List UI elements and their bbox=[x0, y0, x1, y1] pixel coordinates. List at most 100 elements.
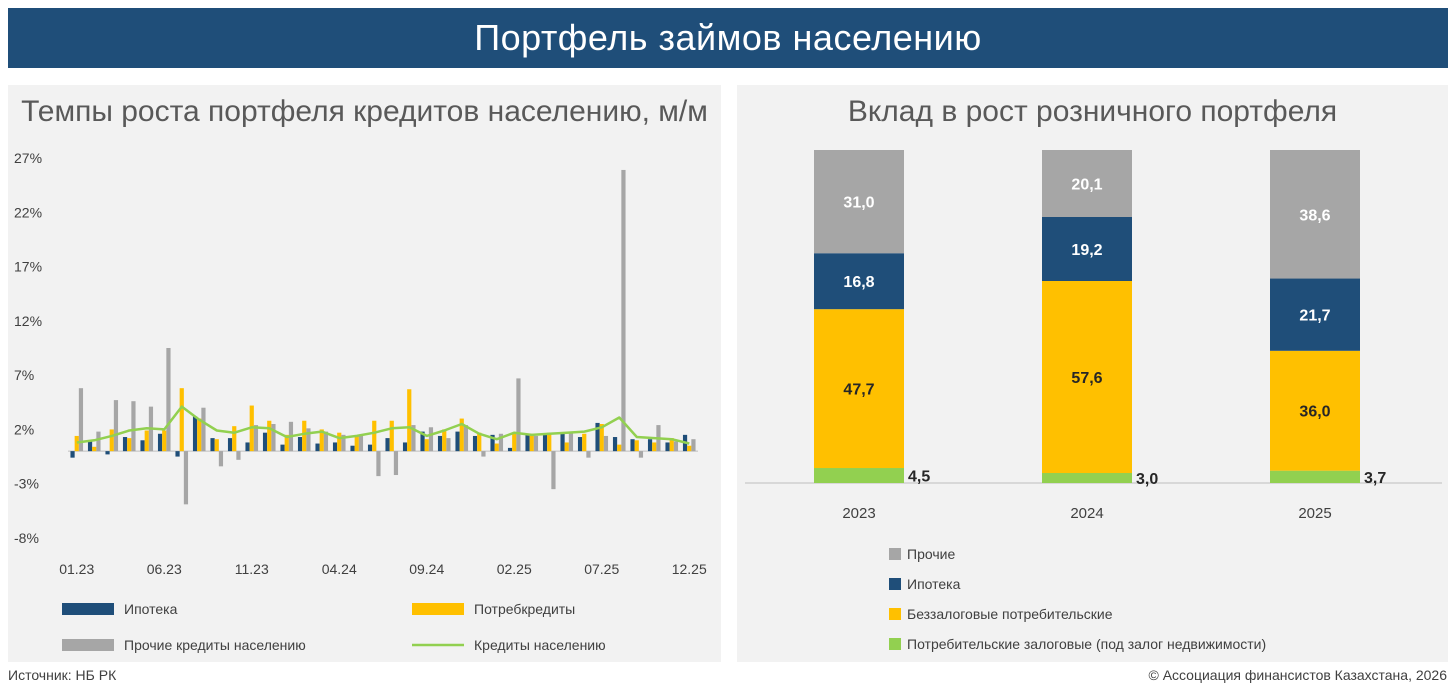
data-label: 20,1 bbox=[1071, 177, 1102, 194]
mortgage-bar bbox=[175, 451, 180, 457]
legend-label: Потребкредиты bbox=[474, 601, 575, 617]
other-segment bbox=[1270, 150, 1360, 279]
consumer-bar bbox=[564, 442, 569, 452]
contribution-chart: 4,5 47,7 16,8 31,0 2023 3,0 57,6 19,2 20,1 2024 3,… bbox=[745, 150, 1442, 652]
other-loans-bar bbox=[201, 407, 206, 452]
mortgage-bar bbox=[367, 444, 373, 452]
contribution-panel: Вклад в рост розничного портфеля 4,5 47,7… bbox=[737, 85, 1448, 662]
other-loans-bar bbox=[428, 427, 434, 452]
data-label: 31,0 bbox=[843, 195, 874, 212]
legend-swatch bbox=[62, 603, 114, 615]
mortgage-bar bbox=[157, 433, 163, 452]
mortgage-bar bbox=[210, 438, 215, 452]
consumer-bar bbox=[337, 432, 342, 452]
mortgage-bar bbox=[542, 433, 548, 452]
other-loans-bar bbox=[516, 378, 521, 452]
consumer-bar bbox=[477, 432, 482, 452]
mortgage-bar bbox=[560, 433, 565, 452]
y-tick-label: 27% bbox=[14, 150, 42, 166]
contribution-chart-title: Вклад в рост розничного портфеля bbox=[847, 95, 1338, 128]
other-segment bbox=[814, 150, 904, 254]
legend-label: Кредиты населению bbox=[474, 637, 606, 653]
other-loans-bar bbox=[568, 431, 574, 452]
other-loans-bar bbox=[411, 425, 416, 452]
x-category-label: 2024 bbox=[1070, 505, 1103, 522]
unsecured-consumer-segment bbox=[814, 309, 904, 469]
y-tick-label: -8% bbox=[14, 530, 39, 546]
mortgage-bar bbox=[612, 437, 618, 452]
consumer-bar bbox=[669, 438, 674, 452]
consumer-bar bbox=[92, 446, 97, 452]
consumer-bar bbox=[407, 389, 412, 452]
other-loans-bar bbox=[393, 451, 399, 476]
y-tick-label: 22% bbox=[14, 204, 42, 220]
legend-label: Прочие bbox=[907, 546, 955, 562]
legend-swatch bbox=[889, 608, 901, 620]
other-loans-bar bbox=[638, 451, 644, 458]
consumer-bar bbox=[179, 388, 184, 452]
consumer-bar bbox=[354, 435, 359, 452]
consumer-bar bbox=[494, 443, 499, 452]
consumer-bar bbox=[582, 433, 587, 452]
other-loans-bar bbox=[481, 451, 486, 457]
data-label: 16,8 bbox=[843, 274, 874, 291]
data-label: 47,7 bbox=[843, 382, 874, 399]
page-banner: Портфель займов населению bbox=[8, 8, 1448, 68]
other-loans-bar bbox=[358, 435, 364, 452]
consumer-bar bbox=[529, 433, 534, 452]
source-note: Источник: НБ РК bbox=[8, 667, 117, 683]
consumer-bar bbox=[197, 418, 202, 452]
other-loans-bar bbox=[218, 451, 224, 467]
x-tick-label: 01.23 bbox=[59, 561, 94, 577]
page-title: Портфель займов населению bbox=[474, 17, 982, 58]
data-label: 21,7 bbox=[1299, 308, 1330, 325]
mortgage-bar bbox=[122, 437, 128, 452]
consumer-bar bbox=[547, 432, 552, 452]
mortgage-bar bbox=[262, 432, 268, 452]
data-label: 3,0 bbox=[1136, 471, 1158, 488]
consumer-bar bbox=[634, 440, 639, 452]
other-loans-bar bbox=[586, 451, 591, 458]
consumer-bar bbox=[302, 420, 307, 452]
data-label: 4,5 bbox=[908, 469, 930, 486]
other-loans-bar bbox=[498, 433, 504, 452]
other-loans-bar bbox=[113, 400, 119, 452]
data-label: 3,7 bbox=[1364, 470, 1386, 487]
data-label: 38,6 bbox=[1299, 207, 1330, 224]
x-tick-label: 12.25 bbox=[672, 561, 707, 577]
consumer-bar bbox=[232, 426, 237, 452]
x-tick-label: 11.23 bbox=[235, 561, 269, 577]
other-loans-bar bbox=[96, 431, 101, 452]
legend-swatch bbox=[889, 578, 901, 590]
consumer-bar bbox=[617, 444, 622, 452]
other-loans-bar bbox=[376, 451, 381, 477]
mortgage-bar bbox=[315, 443, 320, 452]
other-loans-bar bbox=[621, 169, 626, 452]
secured-consumer-segment bbox=[1042, 473, 1132, 483]
consumer-bar bbox=[652, 442, 657, 452]
mortgage-segment bbox=[814, 253, 904, 310]
other-loans-bar bbox=[691, 439, 696, 452]
consumer-bar bbox=[162, 430, 167, 452]
mortgage-bar bbox=[420, 431, 425, 452]
consumer-bar bbox=[512, 433, 517, 452]
growth-rate-panel: Темпы роста портфеля кредитов населению,… bbox=[8, 85, 721, 662]
consumer-bar bbox=[599, 424, 604, 452]
other-loans-bar bbox=[253, 425, 259, 452]
other-loans-bar bbox=[183, 451, 189, 505]
y-tick-label: 12% bbox=[14, 313, 42, 329]
mortgage-bar bbox=[227, 438, 233, 452]
total-loans-line bbox=[76, 405, 690, 445]
x-tick-label: 04.24 bbox=[322, 561, 357, 577]
copyright-note: © Ассоциация финансистов Казахстана, 202… bbox=[1148, 667, 1447, 683]
data-label: 57,6 bbox=[1071, 370, 1102, 387]
legend-label: Прочие кредиты населению bbox=[124, 637, 306, 653]
secured-consumer-segment bbox=[814, 468, 904, 483]
consumer-bar bbox=[109, 429, 114, 452]
mortgage-segment bbox=[1270, 278, 1360, 351]
other-loans-bar bbox=[166, 348, 171, 452]
mortgage-bar bbox=[402, 442, 408, 452]
consumer-bar bbox=[389, 420, 394, 452]
legend-swatch bbox=[62, 639, 114, 651]
consumer-bar bbox=[319, 429, 324, 452]
